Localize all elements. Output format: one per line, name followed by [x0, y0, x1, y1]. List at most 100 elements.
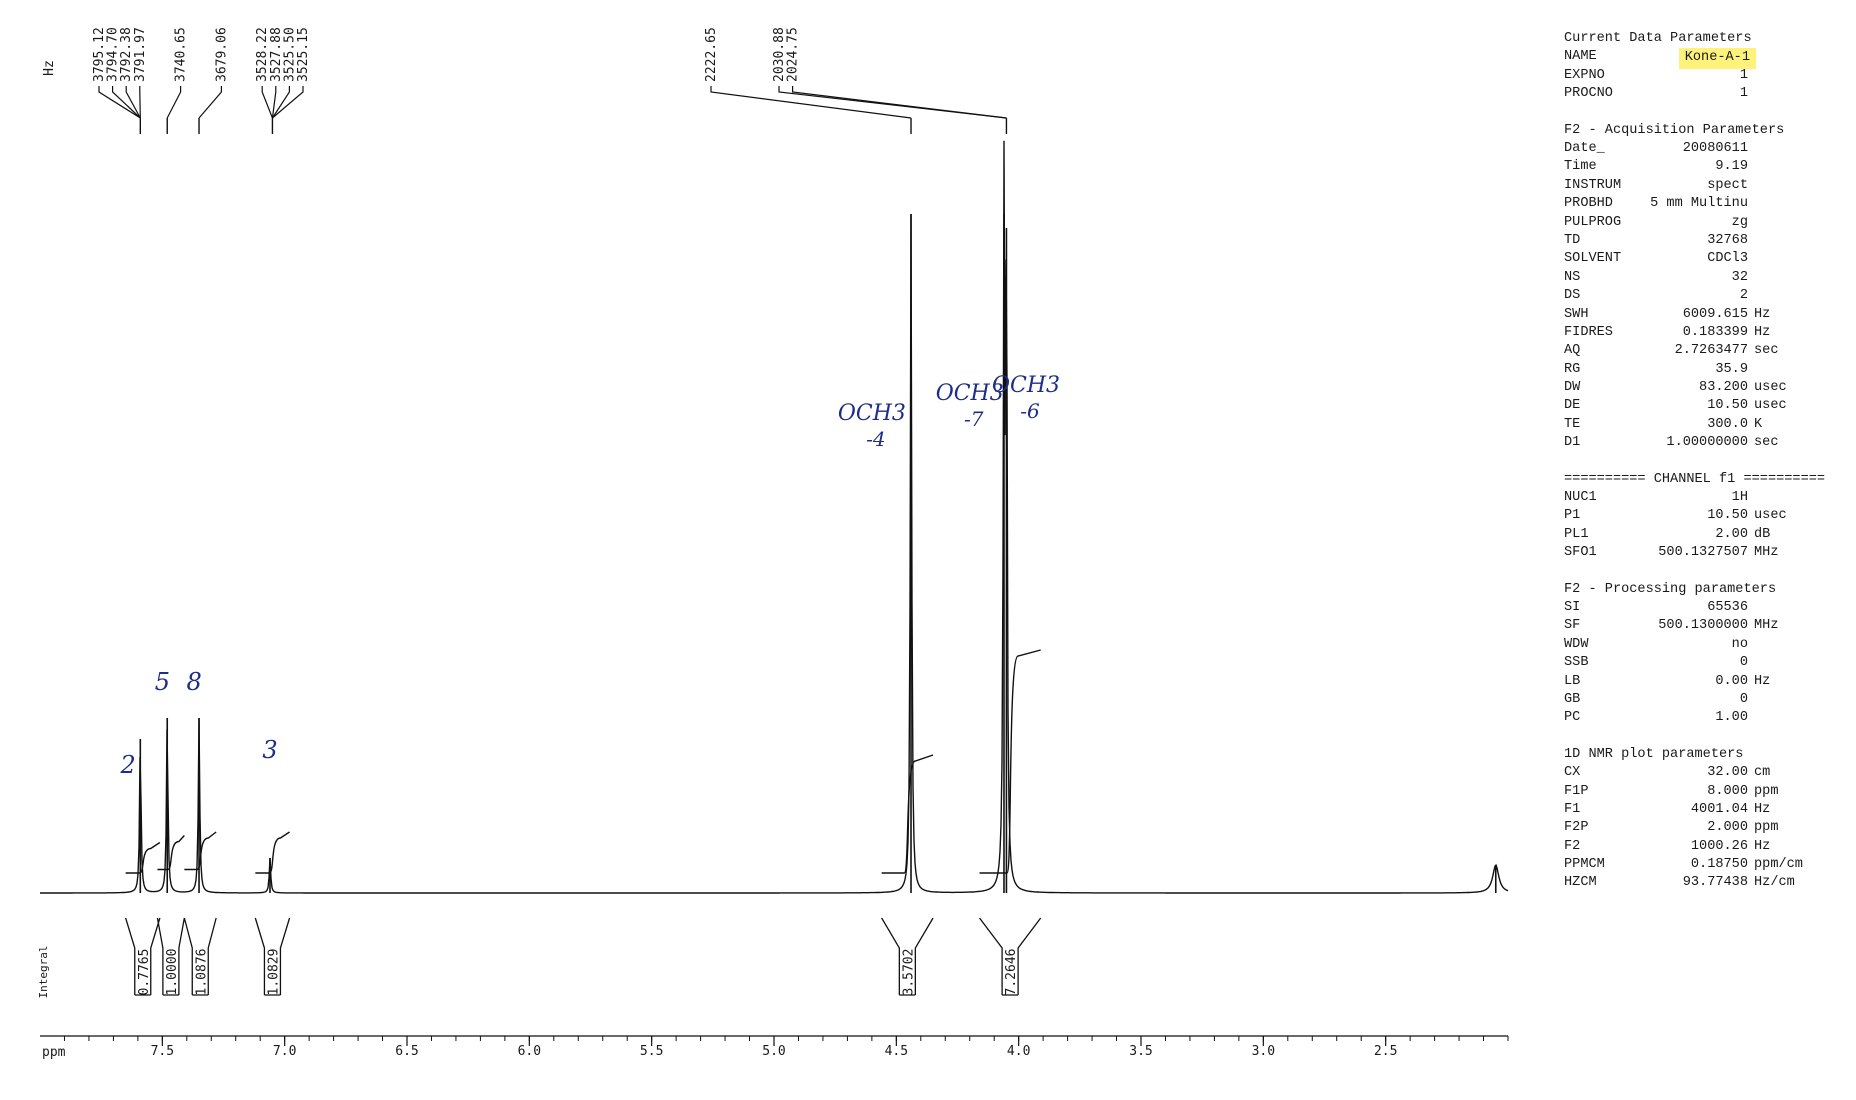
param-unit: usec [1754, 380, 1787, 396]
ppm-tick-label: 5.5 [640, 1044, 663, 1059]
param-row-td: TD 32768 [1564, 232, 1856, 250]
peak-label-2-0: 3679.06 [214, 27, 229, 82]
integral-value-4: 3.5702 [901, 949, 916, 996]
param-unit: sec [1754, 343, 1779, 359]
param-value: CDCl3 [1707, 251, 1748, 267]
param-key: GB [1564, 691, 1581, 707]
param-row-procno: PROCNO 1 [1564, 85, 1856, 103]
param-row-de: DE 10.50 usec [1564, 397, 1856, 415]
param-row-swh: SWH 6009.615 Hz [1564, 306, 1856, 324]
integral-curve-4 [881, 754, 934, 874]
param-value: 10.50 [1707, 508, 1748, 524]
param-unit: cm [1754, 765, 1771, 781]
param-key: F1 [1564, 801, 1581, 817]
param-key: PPMCM [1564, 857, 1605, 873]
peak-label-1-0: 3740.65 [174, 27, 189, 82]
param-key: P1 [1564, 508, 1581, 524]
param-value: 83.200 [1699, 380, 1748, 396]
ppm-tick-label: 7.5 [151, 1044, 174, 1059]
integral-bracket-3 [254, 917, 291, 996]
param-row-d1: D1 1.00000000 sec [1564, 434, 1856, 452]
param-value: 0 [1739, 655, 1748, 671]
param-value: 10.50 [1707, 398, 1748, 414]
param-row-sfo1: SFO1 500.1327507 MHz [1564, 544, 1856, 562]
peak-label-4-0: 2222.65 [704, 27, 719, 82]
param-row-f2: F2 1000.26 Hz [1564, 838, 1856, 856]
param-key: HZCM [1564, 875, 1597, 891]
handwritten-annotation-2: 8 [186, 668, 201, 696]
peak-label-tick-5-0 [778, 86, 1007, 119]
param-key: TD [1564, 232, 1581, 248]
param-row-aq: AQ 2.7263477 sec [1564, 342, 1856, 360]
section-title: F2 - Processing parameters [1564, 581, 1777, 597]
param-key: NS [1564, 269, 1581, 285]
param-row-nuc1: NUC1 1H [1564, 489, 1856, 507]
param-value: 1.00 [1715, 710, 1748, 726]
integral-curve-0 [125, 841, 161, 874]
param-unit: dB [1754, 526, 1771, 542]
param-value: 1.00000000 [1666, 435, 1748, 451]
param-value: 8.000 [1707, 783, 1748, 799]
param-row-sf: SF 500.1300000 MHz [1564, 617, 1856, 635]
param-row-ns: NS 32 [1564, 269, 1856, 287]
param-value: 0.183399 [1682, 324, 1748, 340]
param-value: 2.000 [1707, 820, 1748, 836]
param-unit: MHz [1754, 618, 1779, 634]
param-unit: Hz [1754, 838, 1771, 854]
param-key: RG [1564, 361, 1581, 377]
param-key: WDW [1564, 636, 1589, 652]
param-unit: usec [1754, 398, 1787, 414]
param-key: SFO1 [1564, 545, 1597, 561]
param-key: PC [1564, 710, 1581, 726]
channel-f1-section: ========== CHANNEL f1 ========== NUC1 1H P… [1564, 471, 1856, 563]
peak-label-tick-1-0 [166, 86, 182, 119]
peak-label-tick-0-3 [139, 86, 141, 119]
param-key: NAME [1564, 49, 1597, 65]
ppm-axis-label: ppm [42, 1045, 66, 1060]
param-row-f1: F1 4001.04 Hz [1564, 801, 1856, 819]
param-row-f1p: F1P 8.000 ppm [1564, 783, 1856, 801]
param-key: PROBHD [1564, 196, 1613, 212]
param-unit: Hz [1754, 306, 1771, 322]
param-row-solvent: SOLVENT CDCl3 [1564, 250, 1856, 268]
peak-label-tick-3-1 [271, 86, 277, 119]
ppm-tick-label: 3.0 [1252, 1044, 1275, 1059]
param-value: 1H [1731, 490, 1748, 506]
param-key: FIDRES [1564, 324, 1613, 340]
param-value: 500.1300000 [1658, 618, 1748, 634]
param-unit: ppm [1754, 783, 1779, 799]
param-row-pc: PC 1.00 [1564, 709, 1856, 727]
param-key: EXPNO [1564, 67, 1605, 83]
param-value: 6009.615 [1682, 306, 1748, 322]
peak-label-tick-3-0 [261, 86, 273, 119]
param-key: NUC1 [1564, 490, 1597, 506]
section-title: Current Data Parameters [1564, 31, 1752, 46]
ppm-tick-label: 6.0 [518, 1044, 541, 1059]
param-unit: MHz [1754, 545, 1779, 561]
handwritten-position-4: -4 [866, 427, 885, 451]
peak-label-0-1: 3794.70 [106, 27, 121, 82]
peak-label-tick-3-2 [271, 86, 290, 119]
param-key: DW [1564, 380, 1581, 396]
peak-label-tick-0-1 [112, 86, 141, 119]
param-row-fidres: FIDRES 0.183399 Hz [1564, 324, 1856, 342]
param-value: 1 [1739, 86, 1748, 102]
handwritten-position-5: -7 [964, 407, 984, 431]
param-value: 32 [1731, 269, 1748, 285]
handwritten-position-6: -6 [1020, 399, 1040, 423]
param-value: 32.00 [1707, 765, 1748, 781]
handwritten-annotation-1: 5 [155, 668, 170, 696]
peak-label-5-1: 2024.75 [786, 27, 801, 82]
param-value: 20080611 [1682, 140, 1748, 156]
param-unit: K [1754, 416, 1763, 432]
integral-value-3: 1.0829 [266, 949, 281, 996]
handwritten-annotation-0: 2 [119, 751, 135, 779]
param-value: 1000.26 [1690, 838, 1748, 854]
ppm-tick-label: 7.0 [273, 1044, 296, 1059]
integral-value-2: 1.0876 [194, 949, 209, 996]
peak-label-3-2: 3525.50 [282, 27, 297, 82]
param-key: TE [1564, 416, 1581, 432]
peak-label-tick-0-0 [98, 86, 141, 119]
